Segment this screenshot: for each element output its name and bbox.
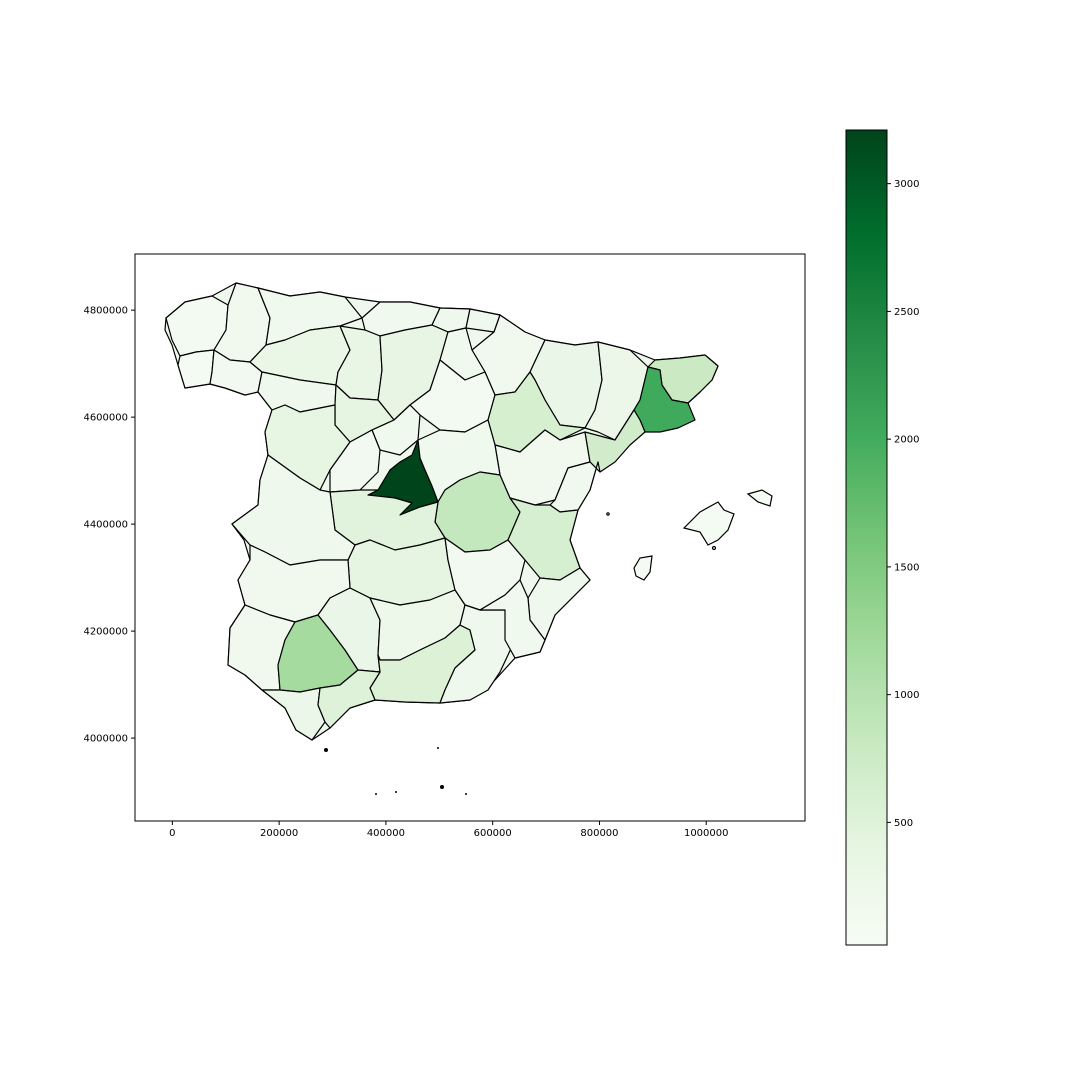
islet-4 [375, 793, 377, 795]
region-cadiz [261, 687, 326, 741]
colorbar-tick-label: 1000 [894, 690, 919, 701]
colorbar-gradient [845, 129, 888, 946]
y-tick-label: 4000000 [83, 734, 128, 745]
y-tick-label: 4600000 [83, 413, 128, 424]
map-regions [164, 282, 719, 741]
region-small-islets [324, 747, 467, 795]
x-tick-label: 0 [169, 828, 175, 839]
colorbar-tick-label: 1500 [894, 562, 919, 573]
island-menorca [746, 489, 773, 507]
x-axis: 0 200000 400000 600000 800000 1000000 [169, 821, 729, 839]
y-tick-label: 4200000 [83, 627, 128, 638]
colorbar-ticks: 500 1000 1500 2000 2500 3000 [887, 179, 919, 829]
x-tick-label: 800000 [580, 828, 618, 839]
island-dot-2 [711, 545, 717, 551]
region-malaga [317, 669, 381, 729]
x-tick-label: 400000 [367, 828, 405, 839]
island-dot-1 [606, 512, 610, 516]
y-tick-label: 4800000 [83, 306, 128, 317]
region-segovia [371, 404, 421, 456]
colorbar-tick-label: 2500 [894, 307, 919, 318]
colorbar-tick-label: 500 [894, 818, 913, 829]
region-ourense [209, 349, 263, 396]
region-tarragona [584, 409, 646, 473]
region-castellon [549, 461, 601, 513]
region-avila [329, 429, 381, 493]
x-tick-label: 600000 [474, 828, 512, 839]
region-pontevedra [177, 349, 215, 389]
y-axis: 4000000 4200000 4400000 4600000 4800000 [83, 306, 135, 745]
x-tick-label: 200000 [260, 828, 298, 839]
map-axes-frame [134, 253, 806, 822]
y-tick-label: 4400000 [83, 520, 128, 531]
colorbar-tick-label: 2000 [894, 435, 919, 446]
islet-2 [437, 747, 439, 749]
map-axes: 0 200000 400000 600000 800000 1000000 4000000… [83, 253, 806, 839]
colorbar: 500 1000 1500 2000 2500 3000 [845, 129, 919, 946]
islet-1 [324, 748, 328, 752]
islet-6 [465, 793, 467, 795]
island-ibiza [633, 555, 653, 581]
x-tick-label: 1000000 [684, 828, 729, 839]
island-mallorca [682, 501, 735, 546]
islet-3 [440, 785, 444, 789]
region-murcia [479, 579, 546, 659]
islet-5 [395, 791, 397, 793]
region-baleares [606, 489, 773, 581]
colorbar-tick-label: 3000 [894, 179, 919, 190]
